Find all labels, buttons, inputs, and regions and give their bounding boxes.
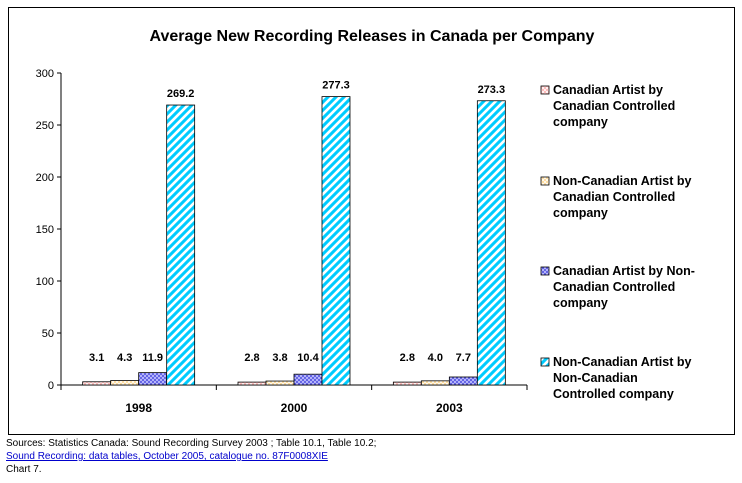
y-tick-label: 250 [36, 120, 54, 132]
chart-legend: Canadian Artist by Canadian Controlled com… [540, 83, 695, 401]
bar-2000-series-3 [293, 373, 323, 386]
y-tick-label: 150 [36, 224, 54, 236]
bar-2003-series-2 [420, 380, 450, 386]
x-tick-label: 2000 [281, 401, 308, 415]
chart-svg: Average New Recording Releases in Canada… [36, 28, 695, 415]
data-label: 4.0 [428, 352, 443, 364]
legend-label: Non-Canadian Artist by [553, 174, 691, 188]
bar-2000-series-4 [321, 96, 351, 386]
chart-frame: Average New Recording Releases in Canada… [8, 7, 735, 435]
legend-label: Canadian Controlled [553, 190, 675, 204]
legend-label: Canadian Artist by [553, 83, 663, 97]
legend-label: Non-Canadian [553, 371, 638, 385]
bar-1998-series-4 [166, 104, 196, 386]
legend-label: Canadian Controlled [553, 280, 675, 294]
data-label: 269.2 [167, 88, 195, 100]
legend-label: company [553, 115, 608, 129]
bar-1998-series-3 [138, 372, 168, 386]
data-label: 11.9 [142, 352, 163, 364]
legend-swatch [540, 85, 550, 95]
legend-label: Controlled company [553, 387, 674, 401]
chart-axes: 0 50 100 150 200 250 300 [36, 68, 528, 392]
data-label: 7.7 [456, 352, 471, 364]
data-label: 10.4 [297, 352, 319, 364]
bar-1998-series-1 [82, 381, 112, 386]
bar-2003-series-1 [392, 381, 422, 386]
x-tick-label: 2003 [436, 401, 463, 415]
y-tick-label: 0 [48, 380, 54, 392]
y-tick-label: 100 [36, 276, 54, 288]
y-tick-label: 50 [42, 328, 54, 340]
x-tick-label: 1998 [125, 401, 152, 415]
legend-swatch [540, 176, 550, 186]
bar-1998-series-2 [110, 380, 140, 386]
chart-number: Chart 7. [6, 464, 42, 475]
source-text: Sources: Statistics Canada: Sound Record… [6, 438, 377, 449]
data-label: 273.3 [478, 84, 506, 96]
y-tick-label: 200 [36, 172, 54, 184]
bar-2000-series-2 [265, 380, 295, 386]
data-label: 3.8 [272, 352, 287, 364]
source-footer: Sources: Statistics Canada: Sound Record… [6, 437, 376, 476]
legend-label: Canadian Artist by Non- [553, 264, 695, 278]
legend-swatch [540, 266, 550, 276]
legend-label: Canadian Controlled [553, 99, 675, 113]
data-label: 2.8 [244, 352, 259, 364]
legend-swatch [540, 357, 550, 367]
legend-label: company [553, 206, 608, 220]
legend-label: company [553, 296, 608, 310]
y-tick-label: 300 [36, 68, 54, 80]
legend-label: Non-Canadian Artist by [553, 355, 691, 369]
data-label: 4.3 [117, 352, 132, 364]
chart-bars: 3.1 4.3 11.9 269.2 1998 2.8 3.8 10.4 277.3 2000 2.… [82, 80, 506, 415]
data-label: 277.3 [322, 80, 350, 92]
bar-2003-series-3 [448, 376, 478, 386]
source-link[interactable]: Sound Recording: data tables, October 20… [6, 451, 328, 462]
data-label: 3.1 [89, 352, 104, 364]
bar-2000-series-1 [237, 381, 267, 386]
data-label: 2.8 [400, 352, 415, 364]
bar-2003-series-4 [476, 100, 506, 386]
chart-title: Average New Recording Releases in Canada… [150, 28, 595, 45]
